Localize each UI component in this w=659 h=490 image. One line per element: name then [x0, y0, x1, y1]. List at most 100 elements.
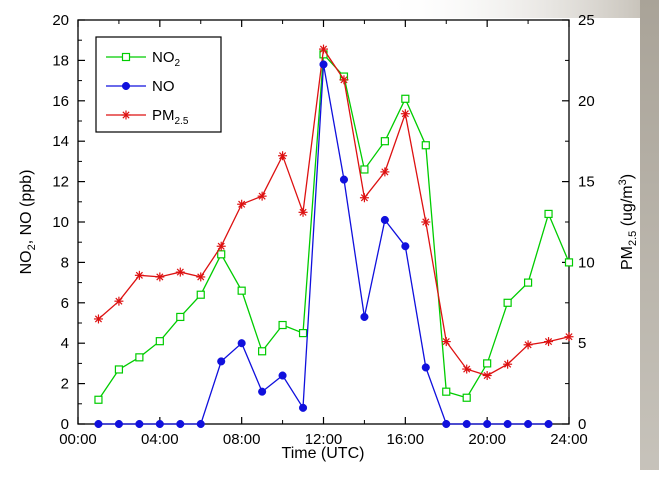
- data-point-pm25: [359, 193, 369, 203]
- data-point-no2: [503, 298, 512, 307]
- data-point-pm25: [339, 75, 349, 85]
- data-point-no: [135, 419, 144, 429]
- y-left-tick-label: 10: [52, 214, 69, 231]
- legend-item-no: NO: [106, 78, 175, 95]
- data-point-pm25: [564, 332, 574, 342]
- data-point-no: [278, 371, 287, 380]
- data-point-pm25: [523, 340, 533, 350]
- data-point-no2: [421, 141, 430, 150]
- data-point-no: [217, 357, 226, 366]
- series-pm25: [93, 44, 574, 381]
- data-point-no2: [401, 94, 410, 103]
- data-point-no2: [94, 395, 103, 404]
- data-point-no: [401, 242, 410, 251]
- y-right-tick-label: 0: [578, 416, 586, 433]
- data-point-pm25: [482, 371, 492, 381]
- data-point-no: [544, 419, 553, 429]
- x-tick-label: 20:00: [468, 431, 506, 448]
- data-point-no: [155, 419, 164, 429]
- data-point-no2: [114, 365, 124, 374]
- y-left-tick-label: 8: [61, 254, 69, 271]
- legend-box: [95, 36, 222, 133]
- data-point-no2: [544, 209, 553, 219]
- data-point-pm25: [462, 364, 472, 374]
- data-point-no: [442, 419, 451, 429]
- data-point-no2: [523, 278, 533, 287]
- series-line-pm25: [98, 47, 570, 377]
- data-point-no2: [217, 250, 226, 259]
- legend-swatch-marker: [121, 110, 131, 120]
- data-point-pm25: [155, 272, 165, 282]
- data-point-no2: [462, 393, 471, 402]
- data-point-no2: [360, 165, 369, 174]
- data-point-pm25: [400, 109, 410, 119]
- data-point-no: [462, 419, 471, 429]
- data-point-no2: [442, 387, 451, 396]
- x-tick-label: 24:00: [550, 431, 588, 448]
- y-left-tick-label: 16: [52, 93, 69, 110]
- data-point-no2: [483, 359, 492, 368]
- data-point-pm25: [544, 337, 554, 347]
- y-right-tick-label: 20: [578, 93, 595, 110]
- data-point-no: [483, 419, 492, 429]
- x-tick-label: 00:00: [59, 431, 97, 448]
- data-point-no: [114, 419, 123, 429]
- data-point-no2: [196, 290, 205, 299]
- data-point-no2: [278, 320, 287, 330]
- x-tick-label: 16:00: [387, 431, 425, 448]
- data-point-no: [360, 312, 369, 321]
- data-point-no: [319, 60, 328, 69]
- data-point-pm25: [237, 199, 247, 209]
- data-point-pm25: [114, 296, 124, 306]
- legend-label: NO: [152, 78, 175, 95]
- data-point-no: [339, 175, 349, 184]
- data-point-no: [524, 419, 533, 429]
- data-point-pm25: [441, 337, 451, 347]
- data-point-pm25: [134, 270, 144, 280]
- y-left-tick-label: 2: [61, 376, 69, 393]
- data-point-no: [258, 387, 267, 396]
- data-point-no2: [298, 329, 308, 338]
- data-point-pm25: [93, 314, 103, 324]
- legend: NO2 NO PM2.5: [95, 36, 222, 133]
- y-left-tick-label: 12: [52, 174, 69, 191]
- data-point-no: [503, 419, 512, 429]
- data-point-no: [421, 363, 430, 372]
- series-no: [94, 60, 553, 429]
- y-right-tick-label: 25: [578, 12, 595, 29]
- legend-label: PM2.5: [152, 107, 189, 127]
- data-point-pm25: [421, 217, 431, 227]
- legend-swatch-marker: [121, 81, 131, 91]
- y-axis-right-title: PM2.5 (ug/m3): [617, 174, 639, 270]
- data-point-no2: [237, 286, 246, 295]
- data-point-pm25: [503, 359, 513, 369]
- y-right-tick-label: 5: [578, 335, 586, 352]
- data-point-no2: [258, 347, 267, 356]
- y-left-tick-label: 4: [61, 335, 69, 352]
- y-left-tick-label: 6: [61, 295, 69, 312]
- legend-item-pm25: PM2.5: [106, 107, 189, 127]
- x-tick-label: 12:00: [305, 431, 343, 448]
- data-point-no: [176, 419, 185, 429]
- legend-item-no2: NO2: [106, 49, 181, 69]
- data-point-pm25: [257, 191, 267, 201]
- x-tick-label: 04:00: [141, 431, 179, 448]
- data-point-no: [94, 419, 103, 429]
- data-point-no: [380, 215, 389, 225]
- y-left-tick-label: 18: [52, 52, 69, 69]
- data-point-no2: [380, 137, 389, 146]
- data-point-no2: [135, 353, 144, 362]
- data-point-no: [298, 403, 308, 412]
- data-point-no2: [176, 312, 185, 322]
- data-point-no2: [564, 258, 574, 267]
- y-axis-left-title: NO2, NO (ppb): [18, 170, 38, 275]
- axis-ticks: 00:00 04:00 08:00 12:00 16:00 20:00 24:0002468…: [52, 12, 594, 448]
- data-point-pm25: [380, 167, 390, 177]
- y-left-tick-label: 20: [52, 12, 69, 29]
- data-point-pm25: [278, 151, 288, 161]
- x-axis-title: Time (UTC): [282, 445, 365, 462]
- data-point-pm25: [216, 241, 226, 251]
- legend-swatch-marker: [121, 52, 131, 62]
